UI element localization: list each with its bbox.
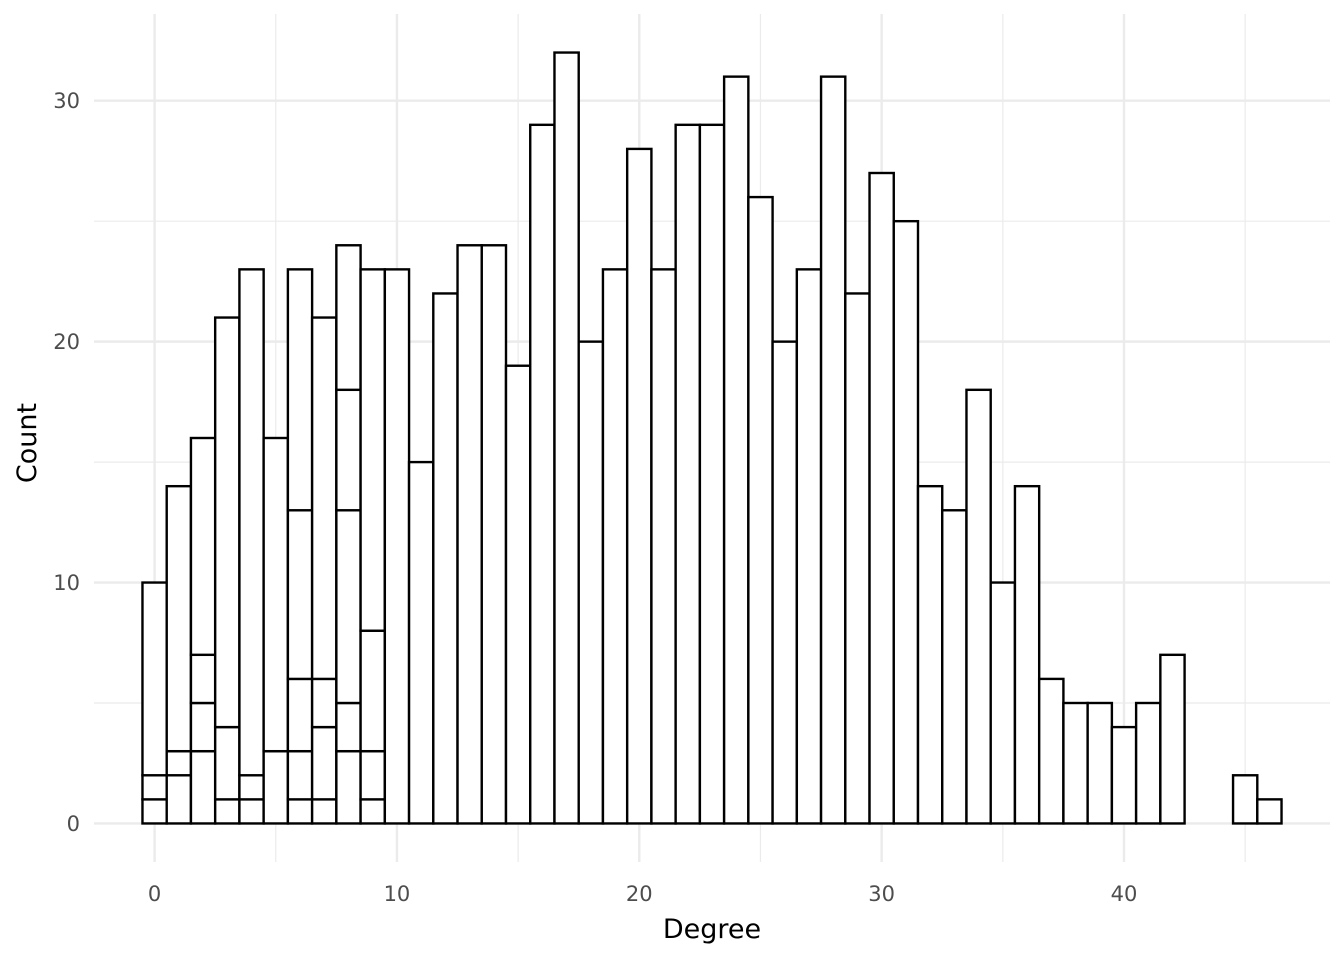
histogram-bar-segment xyxy=(213,316,241,729)
histogram-bar-segment xyxy=(1134,701,1162,825)
x-tick-label: 30 xyxy=(868,882,895,906)
histogram-bar-segment xyxy=(747,195,774,825)
histogram-bar-segment xyxy=(286,749,314,801)
tick-labels: 0 10 20 30 40 0 10 20 30 xyxy=(53,89,1137,906)
histogram-bar-segment xyxy=(625,147,653,825)
x-axis-title: Degree xyxy=(663,914,761,945)
histogram-bar-segment xyxy=(650,268,677,825)
histogram-bar-segment xyxy=(1110,725,1138,825)
x-tick-label: 40 xyxy=(1111,882,1138,906)
histogram-bar-segment xyxy=(965,388,992,825)
histogram-bar-segment xyxy=(722,75,750,825)
histogram-bar-segment xyxy=(310,316,338,681)
histogram-bar-segment xyxy=(795,268,823,825)
histogram-bar-segment xyxy=(359,629,387,753)
histogram-bar-segment xyxy=(286,677,314,753)
histogram-bar-segment xyxy=(698,123,726,825)
y-tick-label: 0 xyxy=(67,812,80,836)
histogram-bar-segment xyxy=(456,244,483,825)
histogram-bar-segment xyxy=(383,268,411,825)
histogram-bar-segment xyxy=(189,436,217,657)
histogram-bar-segment xyxy=(868,171,895,825)
histogram-bar-segment xyxy=(674,123,702,825)
histogram-bar-segment xyxy=(213,798,241,825)
histogram-bar-segment xyxy=(529,123,556,825)
y-tick-label: 30 xyxy=(53,89,80,113)
histogram-bar-segment xyxy=(553,51,580,825)
histogram-bar-segment xyxy=(238,798,265,825)
y-tick-label: 10 xyxy=(53,571,80,595)
histogram-bar-segment xyxy=(1231,774,1259,825)
histogram-bar-segment xyxy=(1256,798,1283,825)
histogram-bar-segment xyxy=(189,749,217,825)
histogram-bars xyxy=(141,51,1283,825)
histogram-bar-segment xyxy=(941,509,968,825)
histogram-bar-segment xyxy=(892,219,920,825)
histogram-bar-segment xyxy=(286,509,314,681)
histogram-bar-segment xyxy=(165,484,193,753)
histogram-bar-segment xyxy=(601,268,629,825)
histogram-bar-segment xyxy=(1013,484,1041,825)
histogram-bar-segment xyxy=(310,725,338,801)
histogram-bar-segment xyxy=(504,364,532,825)
histogram-bar-segment xyxy=(359,749,387,801)
histogram-bar-segment xyxy=(359,268,387,632)
histogram-bar-segment xyxy=(335,701,362,753)
histogram-bar-segment xyxy=(1062,701,1089,825)
histogram-bar-segment xyxy=(286,798,314,825)
histogram-bar-segment xyxy=(141,798,168,825)
histogram-bar-segment xyxy=(916,484,944,825)
histogram-bar-segment xyxy=(335,244,362,392)
histogram-bar-segment xyxy=(238,268,265,777)
histogram-bar-segment xyxy=(238,774,265,801)
histogram-bar-segment xyxy=(286,268,314,512)
histogram-bar-segment xyxy=(310,798,338,825)
histogram-bar-segment xyxy=(189,653,217,705)
x-tick-label: 0 xyxy=(148,882,161,906)
histogram-bar-segment xyxy=(771,340,799,825)
histogram-bar-segment xyxy=(577,340,605,825)
histogram-bar-segment xyxy=(262,749,290,825)
histogram-bar-segment xyxy=(213,725,241,801)
histogram-bar-segment xyxy=(310,677,338,729)
histogram-bar-segment xyxy=(1086,701,1114,825)
histogram-bar-segment xyxy=(165,774,193,825)
histogram-bar-segment xyxy=(407,460,435,825)
y-tick-label: 20 xyxy=(53,330,80,354)
histogram-bar-segment xyxy=(432,292,459,825)
histogram-bar-segment xyxy=(141,774,168,801)
histogram-bar-segment xyxy=(335,749,362,825)
histogram-bar-segment xyxy=(359,798,387,825)
histogram-bar-segment xyxy=(335,388,362,512)
histogram-bar-segment xyxy=(819,75,847,825)
histogram-bar-segment xyxy=(165,749,193,777)
histogram-bar-segment xyxy=(189,701,217,753)
histogram-bar-segment xyxy=(844,292,871,825)
histogram-bar-segment xyxy=(262,436,290,753)
y-axis-title: Count xyxy=(12,403,43,483)
histogram-bar-segment xyxy=(989,581,1017,825)
histogram-bar-segment xyxy=(335,509,362,705)
histogram-bar-segment xyxy=(141,581,168,777)
histogram-bar-segment xyxy=(1159,653,1186,825)
histogram-bar-segment xyxy=(1037,677,1065,825)
x-tick-label: 10 xyxy=(384,882,411,906)
histogram-bar-segment xyxy=(480,244,508,825)
x-tick-label: 20 xyxy=(626,882,653,906)
